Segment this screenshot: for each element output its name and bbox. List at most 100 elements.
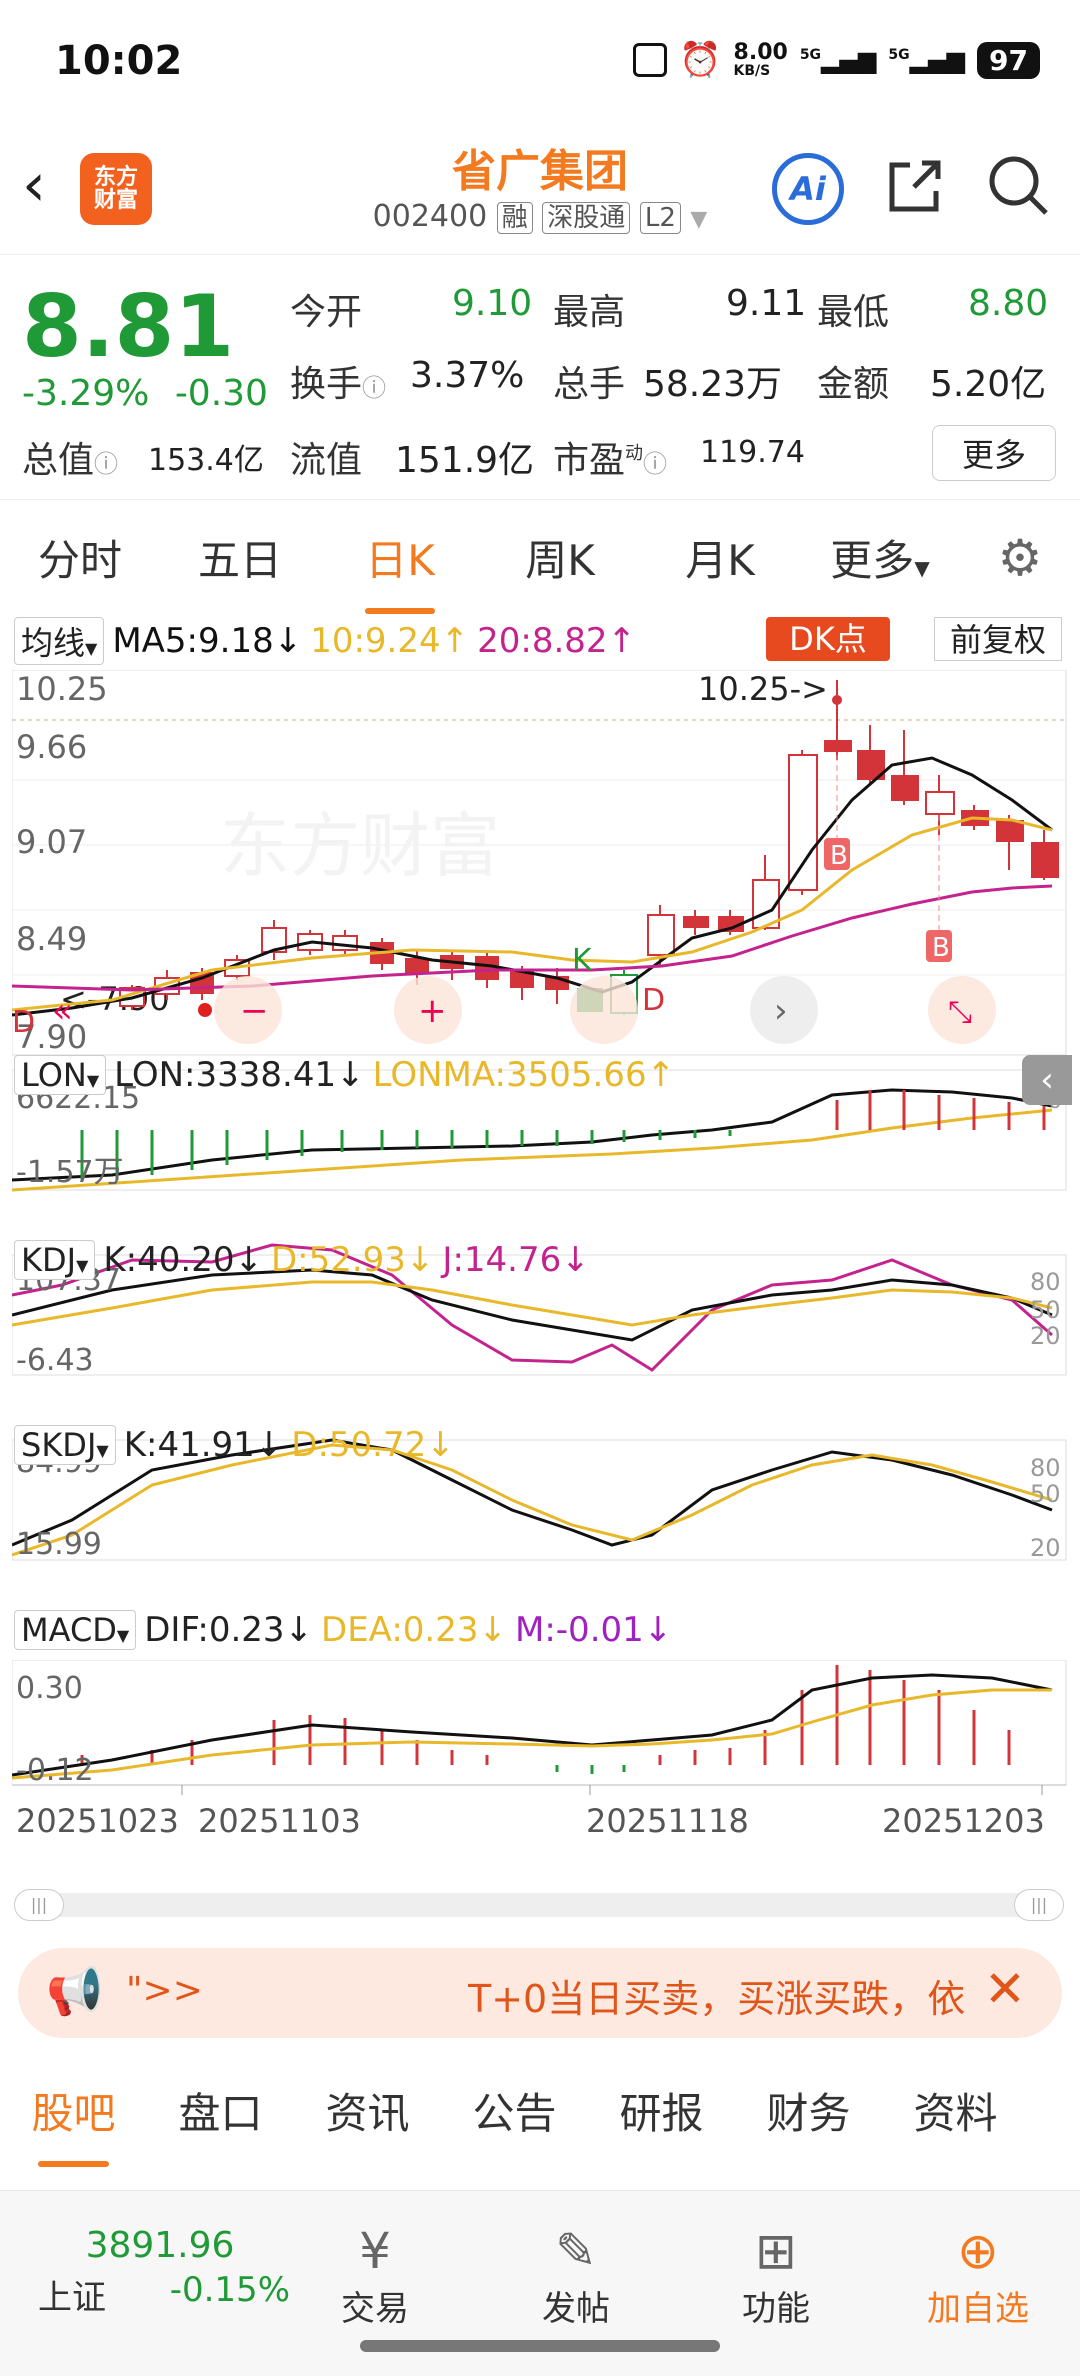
high-value: 9.11 — [726, 283, 807, 324]
tag-margin: 融 — [496, 202, 533, 234]
lonma-line — [12, 1108, 1053, 1192]
low-label: 最低 — [817, 292, 890, 333]
skdj-r80: 80 — [1030, 1454, 1061, 1482]
mktcap-label: 总值ⓘ — [22, 440, 119, 481]
kdj-j-line — [12, 1243, 1053, 1372]
bottom-bar: 3891.96 上证 -0.15% ¥ 交易 ✎ 发帖 ⊞ 功能 ⊕ 加自选 — [0, 2190, 1080, 2376]
tag-connect: 深股通 — [542, 202, 631, 234]
tab-intraday[interactable]: 分时 — [37, 536, 122, 585]
tab-research[interactable]: 研报 — [619, 2088, 704, 2138]
stock-code-row[interactable]: 002400 融 深股通 L2 ▼ — [0, 197, 1080, 234]
skdj-bottom: 15.99 — [16, 1527, 102, 1562]
macd-svg: 0.30 -0.12 20251023 20251103 20251118 20… — [12, 1660, 1067, 1840]
tab-news[interactable]: 资讯 — [325, 2088, 410, 2138]
tab-monthly-k[interactable]: 月K — [685, 536, 755, 585]
chevron-down-icon: ▼ — [690, 207, 708, 232]
search-icon[interactable] — [986, 153, 1052, 219]
functions-button[interactable]: ⊞ 功能 — [696, 2221, 856, 2330]
promo-banner[interactable]: 📢 ">> T+0当日买卖，买涨买跌，依 ✕ — [18, 1948, 1062, 2038]
range-handle-right[interactable]: ||| — [1014, 1889, 1064, 1921]
watermark: 东方财富 — [220, 807, 500, 885]
skdj-select[interactable]: SKDJ▼ — [14, 1425, 116, 1465]
macd-dea-value: DEA:0.23↓ — [321, 1610, 507, 1650]
trade-button[interactable]: ¥ 交易 — [295, 2221, 455, 2330]
ma-select[interactable]: 均线▼ — [14, 617, 105, 665]
y-tick-3: 9.07 — [16, 823, 87, 861]
back-icon[interactable]: ‹ — [22, 150, 46, 220]
home-indicator[interactable] — [360, 2340, 720, 2352]
change-percent: -3.29% — [22, 373, 150, 414]
amount-label: 金额 — [817, 364, 890, 405]
battery-icon: 97 — [977, 41, 1040, 79]
macd-bottom: -0.12 — [16, 1753, 94, 1788]
close-icon[interactable]: ✕ — [984, 1960, 1026, 2018]
period-tabs: 分时 五日 日K 周K 月K 更多▼ ⚙ — [0, 500, 1080, 615]
more-button[interactable]: 更多 — [932, 425, 1056, 481]
ai-button[interactable]: Ai — [772, 153, 844, 225]
collapse-panel-button[interactable]: ‹ — [1022, 1055, 1072, 1105]
svg-text:›: › — [774, 991, 788, 1031]
low-value: 8.80 — [968, 283, 1049, 324]
turnover-label: 换手ⓘ — [290, 364, 387, 405]
tab-forum[interactable]: 股吧 — [0, 2080, 147, 2167]
share-icon[interactable] — [884, 155, 946, 217]
range-scrollbar[interactable]: ||| ||| — [14, 1889, 1064, 1921]
tab-daily-k[interactable]: 日K — [320, 527, 480, 614]
tag-level2: L2 — [639, 202, 681, 234]
dk-point-button[interactable]: DK点 — [766, 617, 890, 661]
current-price: 8.81 — [22, 277, 235, 377]
ma20-value: 20:8.82↑ — [477, 621, 637, 661]
skdj-r20: 20 — [1030, 1534, 1061, 1562]
tab-more[interactable]: 更多▼ — [830, 536, 930, 585]
high-marker: 10.25-> — [698, 670, 828, 708]
kdj-k-value: K:40.20↓ — [103, 1240, 263, 1280]
tab-orderbook[interactable]: 盘口 — [178, 2088, 263, 2138]
macd-m-value: M:-0.01↓ — [515, 1610, 673, 1650]
yen-icon: ¥ — [359, 2222, 391, 2280]
tab-weekly-k[interactable]: 周K — [525, 536, 595, 585]
mktcap-value: 153.4亿 — [148, 443, 264, 478]
y-tick-2: 9.66 — [16, 728, 87, 766]
price-adjust-button[interactable]: 前复权 — [934, 617, 1062, 661]
info-tabs: 股吧 盘口 资讯 公告 研报 财务 资料 — [0, 2060, 1080, 2167]
price-change: -3.29% -0.30 — [22, 373, 268, 414]
lon-value: LON:3338.41↓ — [114, 1055, 365, 1095]
banner-prefix: ">> — [126, 1970, 203, 2011]
macd-dea-line — [12, 1688, 1052, 1780]
date-2: 20251103 — [198, 1802, 361, 1840]
date-3: 20251118 — [586, 1802, 749, 1840]
range-handle-left[interactable]: ||| — [14, 1889, 64, 1921]
settings-gear-icon[interactable]: ⚙ — [997, 528, 1043, 587]
volume-label: 总手 — [553, 364, 626, 405]
net-speed: 8.00 KB/S — [733, 40, 788, 79]
kdj-r80: 80 — [1030, 1268, 1061, 1296]
pe-value: 119.74 — [700, 435, 805, 470]
macd-dif-line — [12, 1673, 1053, 1777]
kdj-j-value: J:14.76↓ — [442, 1240, 590, 1280]
tab-profile[interactable]: 资料 — [913, 2088, 998, 2138]
open-label: 今开 — [290, 292, 363, 333]
add-watchlist-button[interactable]: ⊕ 加自选 — [898, 2221, 1058, 2330]
lon-select[interactable]: LON▼ — [14, 1055, 107, 1095]
kdj-d-line — [12, 1280, 1053, 1327]
kdj-select[interactable]: KDJ▼ — [14, 1240, 96, 1280]
macd-dif-value: DIF:0.23↓ — [144, 1610, 314, 1650]
post-button[interactable]: ✎ 发帖 — [496, 2221, 656, 2330]
page-title: 省广集团 — [452, 146, 628, 197]
k-marker: K — [572, 943, 593, 978]
alarm-icon: ⏰ — [679, 40, 722, 80]
lonma-value: LONMA:3505.66↑ — [372, 1055, 676, 1095]
y-tick-5: 7.90 — [16, 1018, 87, 1056]
index-widget[interactable]: 3891.96 上证 -0.15% — [30, 2209, 290, 2319]
tab-five-day[interactable]: 五日 — [197, 536, 282, 585]
tab-finance[interactable]: 财务 — [766, 2088, 851, 2138]
kdj-r20: 20 — [1030, 1322, 1061, 1350]
tab-announcements[interactable]: 公告 — [472, 2088, 557, 2138]
macd-select[interactable]: MACD▼ — [14, 1610, 137, 1650]
amount-value: 5.20亿 — [930, 364, 1047, 405]
y-tick-1: 10.25 — [16, 670, 108, 708]
index-change: -0.15% — [169, 2270, 290, 2310]
grid-icon: ⊞ — [755, 2222, 797, 2280]
chart-svg: 东方财富 10.25 9.66 9.07 8.49 7.90 10.25-> <… — [12, 670, 1067, 1562]
lon-bottom: -1.57万 — [16, 1155, 124, 1190]
